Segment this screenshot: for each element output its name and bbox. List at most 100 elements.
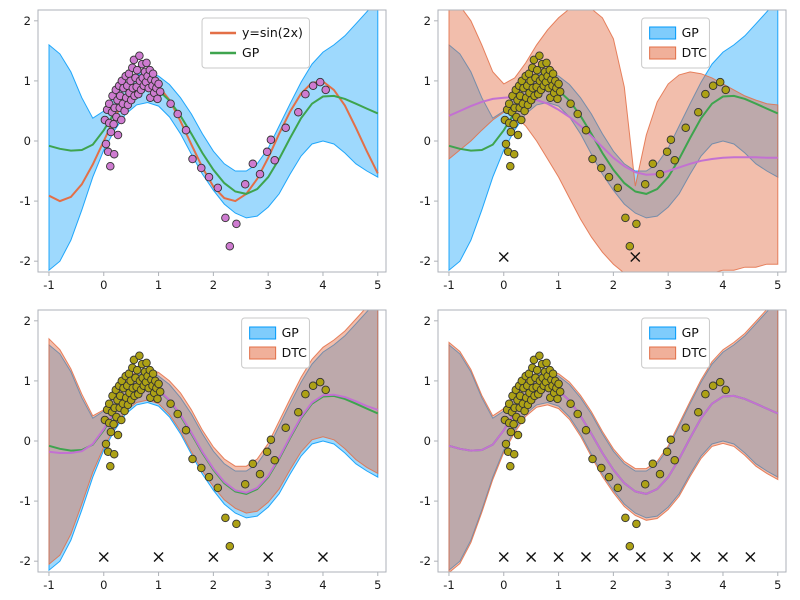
scatter-point bbox=[135, 351, 144, 360]
scatter-point bbox=[204, 172, 214, 182]
scatter-point bbox=[501, 439, 511, 449]
scatter-point bbox=[106, 461, 115, 471]
x-tick-label: 2 bbox=[610, 278, 617, 292]
subplot-dtc-10-inducing: -1 0 1 2 3 4 5 -2 -1 0 1 2 GP DTC bbox=[400, 300, 800, 600]
subplot-dtc-5-inducing: -1 0 1 2 3 4 5 -2 -1 0 1 2 GP DTC bbox=[0, 300, 400, 600]
inducing-x-icon bbox=[630, 251, 641, 262]
dtc-mean-line bbox=[448, 385, 779, 495]
scatter-point bbox=[588, 154, 597, 164]
scatter-point bbox=[155, 387, 165, 396]
y-tick-label: -2 bbox=[20, 554, 31, 568]
y-tick-label: 2 bbox=[424, 314, 431, 328]
scatter-point bbox=[266, 435, 276, 445]
y-tick-label: 2 bbox=[24, 14, 31, 28]
scatter-point bbox=[721, 85, 730, 95]
scatter-point bbox=[255, 469, 265, 479]
scatter-point bbox=[197, 163, 206, 173]
scatter-point bbox=[255, 169, 265, 179]
inducing-x-icon bbox=[317, 551, 328, 562]
scatter-point bbox=[153, 394, 162, 404]
scatter-series bbox=[100, 51, 330, 251]
dtc-mean-line bbox=[48, 385, 379, 494]
scatter-point bbox=[266, 135, 276, 145]
x-tick-label: 3 bbox=[265, 278, 272, 292]
x-tick-label: -1 bbox=[43, 278, 54, 292]
scatter-point bbox=[513, 430, 523, 440]
legend-label: DTC bbox=[282, 345, 308, 360]
y-tick-label: -1 bbox=[20, 194, 31, 208]
scatter-point bbox=[262, 147, 272, 157]
scatter-point bbox=[148, 369, 158, 378]
scatter-point bbox=[573, 109, 582, 119]
legend-label: y=sin(2x) bbox=[242, 25, 303, 40]
scatter-point bbox=[532, 65, 542, 75]
plot-exact-gp: -1 0 1 2 3 4 5 -2 -1 0 1 2 y=sin(2x) GP bbox=[20, 9, 387, 292]
scatter-point bbox=[101, 439, 111, 449]
scatter-point bbox=[166, 99, 175, 108]
inducing-x-icon bbox=[208, 551, 219, 562]
scatter-point bbox=[681, 423, 690, 433]
scatter-point bbox=[648, 459, 658, 469]
y-tick-label: 1 bbox=[24, 374, 31, 388]
scatter-point bbox=[154, 379, 163, 389]
scatter-point bbox=[662, 447, 672, 457]
scatter-point bbox=[604, 172, 614, 182]
gp-band bbox=[48, 10, 379, 272]
x-tick-label: 0 bbox=[500, 278, 507, 292]
scatter-point bbox=[188, 154, 197, 164]
scatter-point bbox=[715, 377, 725, 387]
inducing-x-icon bbox=[717, 551, 728, 562]
scatter-point bbox=[513, 130, 523, 140]
scatter-point bbox=[129, 55, 139, 65]
legend: GP DTC bbox=[641, 17, 710, 69]
scatter-point bbox=[301, 389, 310, 399]
dtc-mean-line bbox=[448, 96, 778, 176]
scatter-point bbox=[670, 455, 679, 465]
legend-label: DTC bbox=[682, 345, 708, 360]
scatter-point bbox=[240, 180, 250, 189]
scatter-point bbox=[670, 155, 679, 165]
scatter-point bbox=[708, 81, 718, 90]
x-tick-label: -1 bbox=[43, 578, 54, 592]
scatter-point bbox=[509, 419, 518, 429]
inducing-x-icon bbox=[98, 551, 109, 562]
y-tick-label: -1 bbox=[20, 494, 31, 508]
legend-patch-swatch bbox=[649, 46, 677, 60]
scatter-point bbox=[648, 159, 658, 169]
scatter-point bbox=[506, 427, 516, 437]
scatter-point bbox=[270, 155, 279, 165]
scatter-series bbox=[500, 351, 730, 551]
scatter-point bbox=[501, 139, 511, 149]
scatter-point bbox=[221, 513, 230, 523]
plot-dtc-5-inducing: -1 0 1 2 3 4 5 -2 -1 0 1 2 GP DTC bbox=[20, 309, 387, 592]
scatter-point bbox=[613, 483, 623, 493]
inducing-x-icon bbox=[745, 551, 756, 562]
scatter-point bbox=[554, 79, 563, 89]
scatter-point bbox=[148, 69, 158, 78]
scatter-point bbox=[155, 87, 165, 96]
scatter-point bbox=[597, 463, 606, 473]
x-tick-label: 2 bbox=[210, 578, 217, 592]
y-tick-label: -2 bbox=[420, 554, 431, 568]
scatter-point bbox=[213, 183, 223, 193]
scatter-point bbox=[509, 149, 519, 159]
scatter-point bbox=[553, 94, 562, 104]
scatter-point bbox=[625, 541, 635, 551]
subplot-dtc-2-inducing: -1 0 1 2 3 4 5 -2 -1 0 1 2 GP DTC bbox=[400, 0, 800, 300]
gp-mean-line bbox=[448, 85, 779, 195]
scatter-point bbox=[504, 99, 514, 108]
x-tick-label: 5 bbox=[374, 578, 381, 592]
x-tick-label: 1 bbox=[555, 578, 562, 592]
scatter-point bbox=[321, 85, 330, 95]
scatter-point bbox=[566, 99, 575, 108]
scatter-point bbox=[109, 149, 119, 159]
scatter-point bbox=[621, 213, 630, 223]
scatter-point bbox=[548, 369, 558, 378]
legend-label: GP bbox=[682, 25, 700, 40]
scatter-point bbox=[694, 407, 703, 417]
scatter-point bbox=[232, 219, 241, 229]
scatter-point bbox=[308, 381, 318, 390]
scatter-point bbox=[535, 351, 544, 360]
x-tick-label: 0 bbox=[100, 578, 107, 592]
scatter-point bbox=[681, 123, 690, 133]
